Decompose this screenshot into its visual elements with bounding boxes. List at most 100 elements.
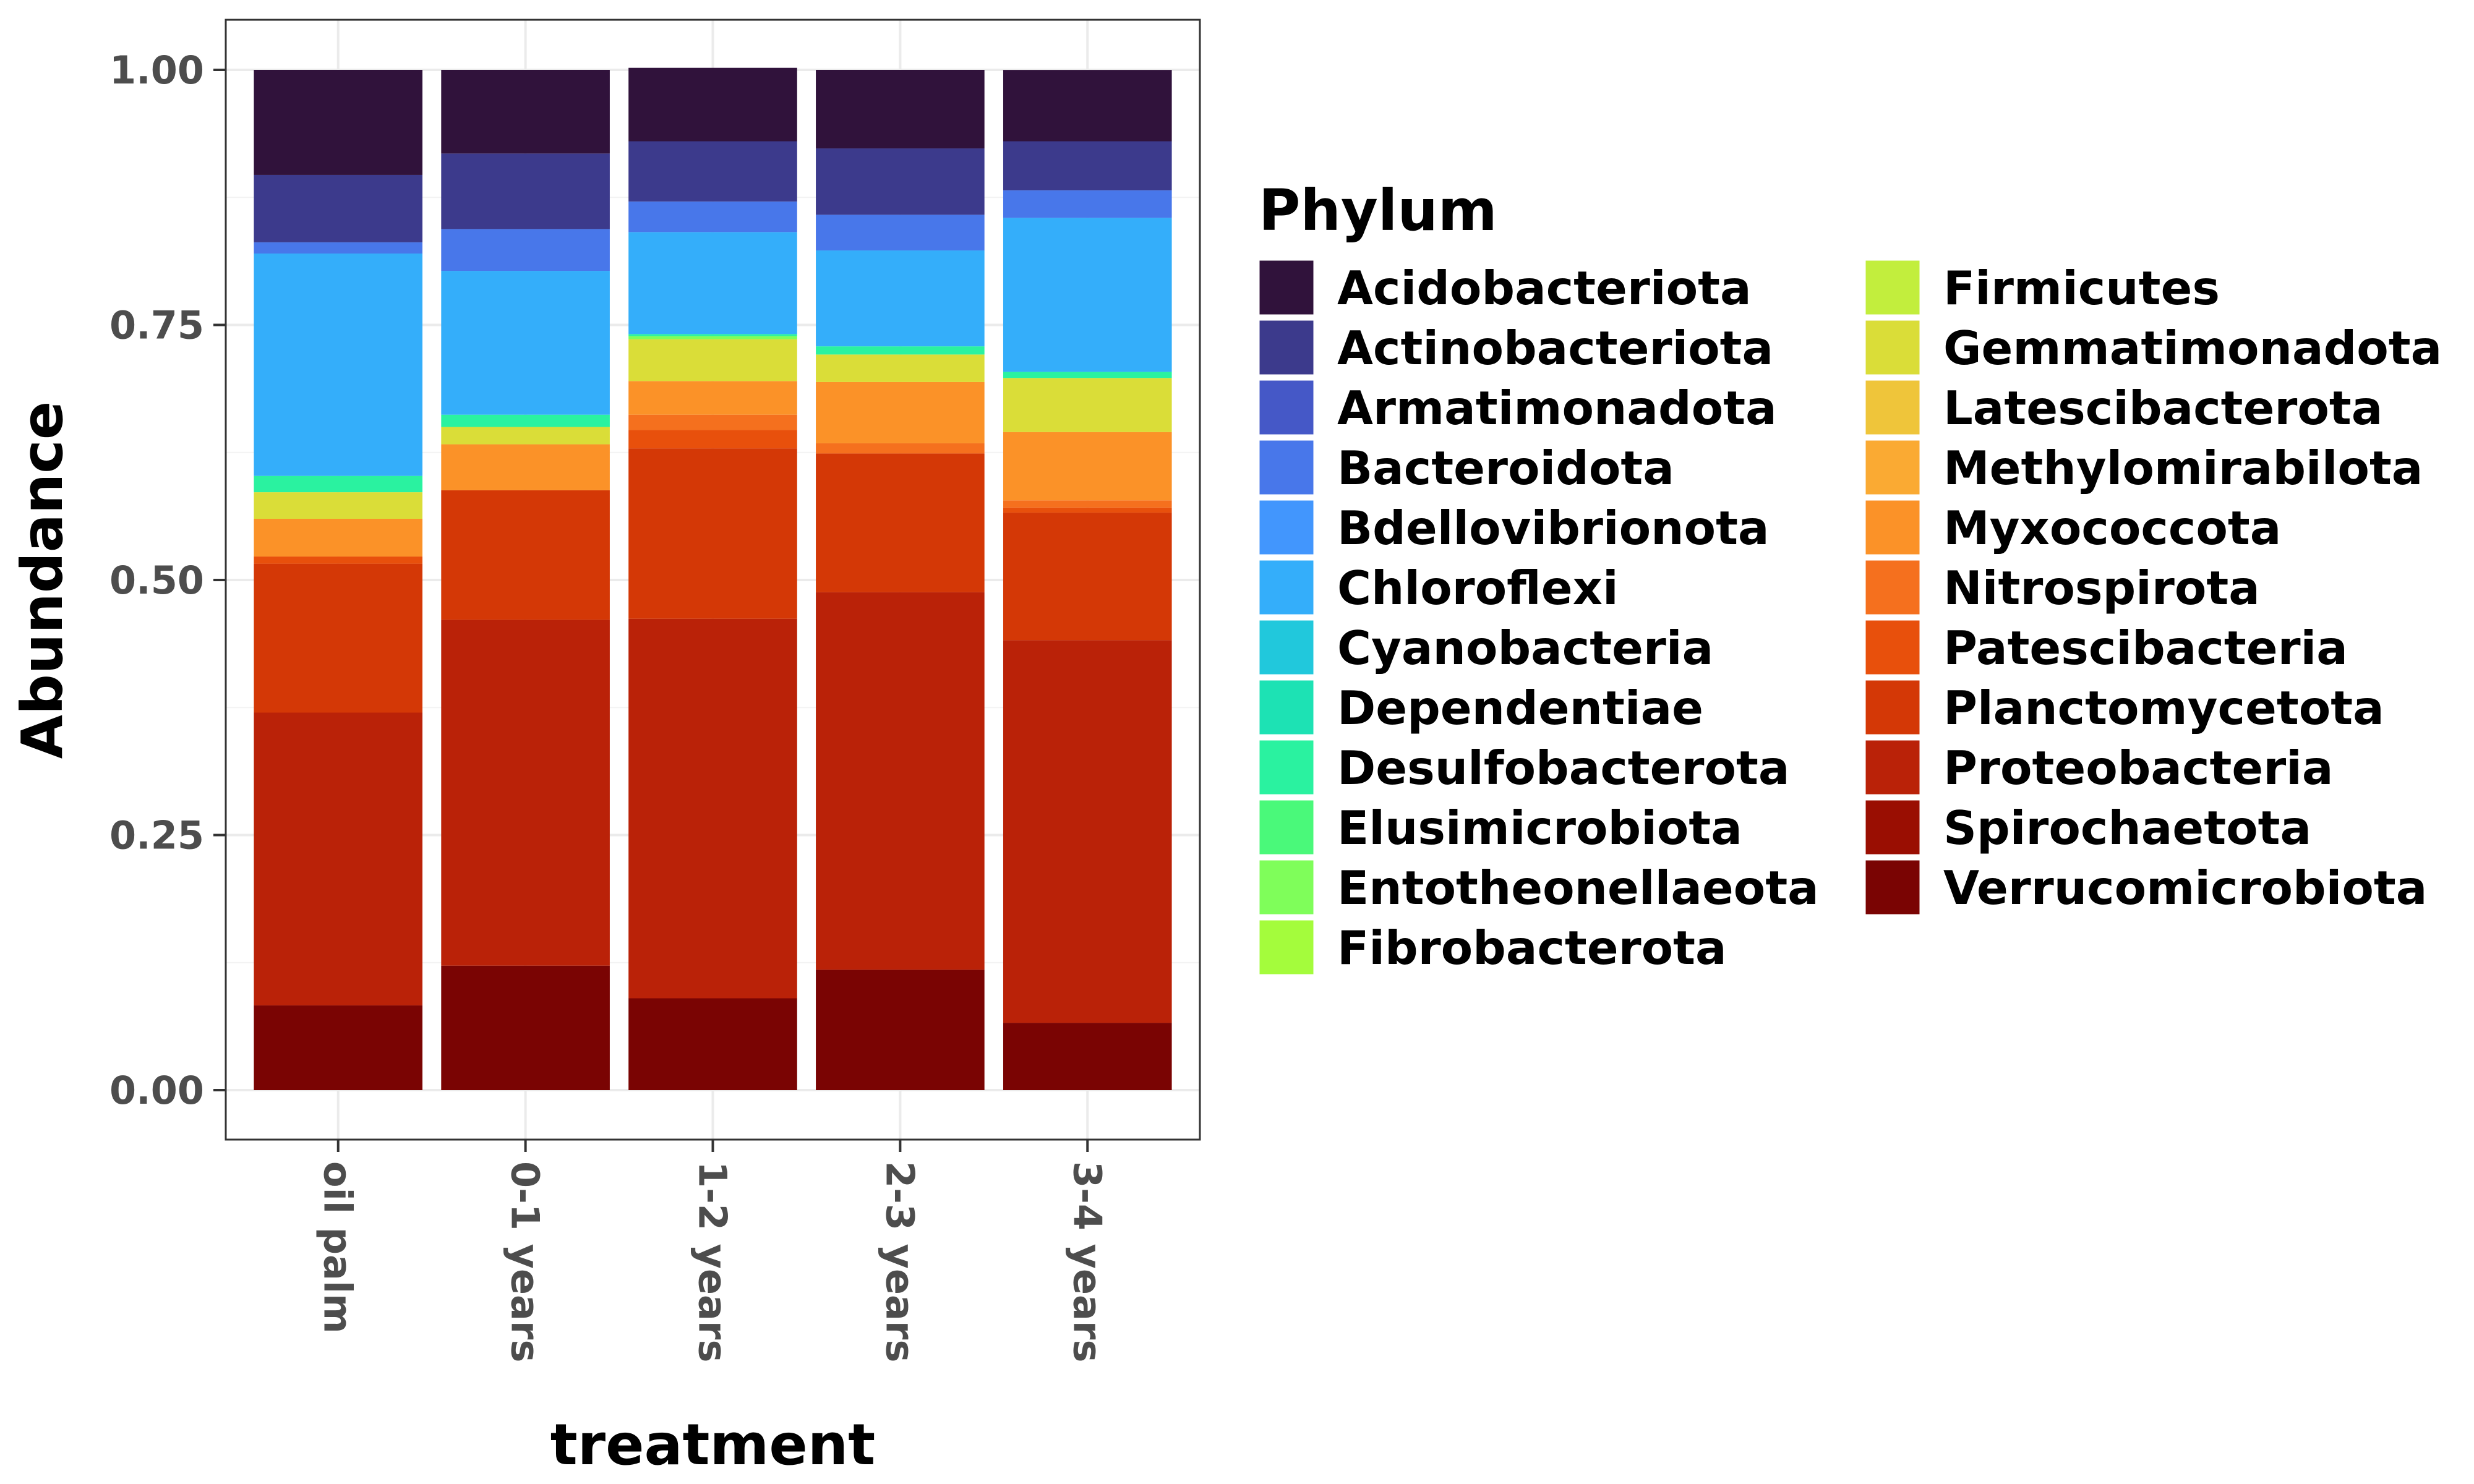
legend-key (1864, 558, 1922, 616)
legend-label: Desulfobacterota (1337, 741, 1789, 795)
bar-segment-planctomycetota (441, 490, 610, 620)
bar-segment-gemmatimonadota (628, 339, 797, 382)
bar-segment-patescibacteria (628, 430, 797, 449)
legend-label: Acidobacteriota (1337, 261, 1752, 315)
x-tick-label: 3-4 years (1064, 1161, 1110, 1362)
legend-label: Patescibacteria (1943, 621, 2348, 675)
bar-segment-planctomycetota (816, 453, 985, 592)
bar-segment-chloroflexi (1003, 218, 1172, 372)
legend-label: Bdellovibrionota (1337, 501, 1770, 555)
legend-key (1864, 378, 1922, 437)
bar-segment-acidobacteriota (441, 70, 610, 154)
x-tick-label: 2-3 years (877, 1161, 922, 1362)
legend-key (1864, 738, 1922, 796)
legend-label: Latescibacterota (1943, 381, 2382, 435)
bar-segment-myxococcota (441, 444, 610, 490)
bar-segment-verrucomicrobiota (816, 970, 985, 1090)
bar-segment-bacteroidota (628, 201, 797, 232)
y-axis: 0.00 0.25 0.50 0.75 1.00 (109, 48, 226, 1113)
bar-segment-chloroflexi (628, 232, 797, 335)
bar-segment-nitrospirota (628, 414, 797, 430)
x-tick-label: 1-2 years (690, 1161, 735, 1362)
legend-key (1257, 798, 1316, 856)
y-tick-label: 0.25 (109, 813, 204, 858)
legend-key (1864, 618, 1922, 676)
bar-segment-actinobacteriota (1003, 141, 1172, 190)
bar-segment-acidobacteriota (1003, 70, 1172, 142)
bar-segment-actinobacteriota (441, 153, 610, 229)
legend-key (1257, 618, 1316, 676)
bar-segment-entotheonellaeota (628, 336, 797, 339)
legend-label: Proteobacteria (1943, 741, 2334, 795)
bar-segment-gemmatimonadota (254, 492, 423, 519)
legend-label: Chloroflexi (1337, 561, 1619, 615)
bar-segment-actinobacteriota (628, 141, 797, 202)
bar-segment-gemmatimonadota (1003, 378, 1172, 432)
legend-key (1257, 678, 1316, 736)
bar-segment-acidobacteriota (254, 70, 423, 175)
legend-key (1864, 318, 1922, 377)
legend-label: Cyanobacteria (1337, 621, 1713, 675)
bar-segment-myxococcota (254, 519, 423, 557)
bar-segment-chloroflexi (816, 250, 985, 347)
bar-segment-gemmatimonadota (816, 354, 985, 382)
legend-key (1864, 438, 1922, 497)
legend-key (1257, 378, 1316, 437)
legend-label: Entotheonellaeota (1337, 861, 1819, 915)
legend-label: Bacteroidota (1337, 441, 1674, 495)
y-axis-title: Abundance (9, 401, 75, 759)
bar-segment-proteobacteria (816, 592, 985, 970)
legend-key (1257, 318, 1316, 377)
bar-segment-bacteroidota (1003, 190, 1172, 218)
bar-segment-planctomycetota (1003, 513, 1172, 641)
bar-segment-acidobacteriota (1003, 70, 1172, 71)
bar-segment-desulfobacterota (254, 475, 423, 493)
legend-label: Methylomirabilota (1943, 441, 2423, 495)
legend-label: Spirochaetota (1943, 801, 2311, 855)
legend-key (1864, 798, 1922, 856)
legend-key (1257, 438, 1316, 497)
legend-key (1864, 858, 1922, 916)
legend-key (1864, 678, 1922, 736)
legend-key (1864, 258, 1922, 317)
bar-segment-gemmatimonadota (441, 427, 610, 445)
legend-key (1864, 498, 1922, 556)
legend-label: Myxococcota (1943, 501, 2281, 555)
bar-segment-acidobacteriota (816, 70, 985, 149)
bar-segment-planctomycetota (628, 448, 797, 619)
bar-segment-desulfobacterota (1003, 372, 1172, 378)
legend: Phylum Acidobacteriota Actinobacteriota Ar… (1257, 177, 2442, 976)
legend-label: Verrucomicrobiota (1943, 861, 2427, 915)
legend-label: Gemmatimonadota (1943, 321, 2442, 375)
bar-segment-bacteroidota (816, 215, 985, 251)
legend-key (1257, 918, 1316, 976)
legend-key (1257, 738, 1316, 796)
bar-segment-bacteroidota (254, 242, 423, 254)
bar-segment-desulfobacterota (816, 346, 985, 355)
legend-key (1257, 858, 1316, 916)
legend-label: Actinobacteriota (1337, 321, 1773, 375)
bars (254, 67, 1172, 1090)
bar-segment-patescibacteria (1003, 507, 1172, 513)
legend-label: Elusimicrobiota (1337, 801, 1742, 855)
y-tick-label: 0.00 (109, 1068, 204, 1113)
bar-segment-nitrospirota (816, 443, 985, 454)
bar-segment-proteobacteria (254, 712, 423, 1006)
bar-segment-acidobacteriota (628, 67, 797, 142)
y-tick-label: 0.75 (109, 303, 204, 348)
legend-label: Planctomycetota (1943, 681, 2384, 735)
legend-label: Dependentiae (1337, 681, 1703, 735)
bar-segment-planctomycetota (254, 563, 423, 713)
bar-segment-myxococcota (816, 382, 985, 443)
x-axis-title: treatment (550, 1412, 876, 1478)
legend-label: Fibrobacterota (1337, 921, 1727, 975)
bar-segment-desulfobacterota (628, 334, 797, 336)
x-axis: oil palm 0-1 years 1-2 years 2-3 years 3-4 y… (315, 1140, 1110, 1362)
bar-segment-myxococcota (1003, 432, 1172, 501)
y-tick-label: 0.50 (109, 558, 204, 603)
legend-label: Armatimonadota (1337, 381, 1777, 435)
bar-segment-nitrospirota (1003, 500, 1172, 508)
bar-segment-desulfobacterota (441, 414, 610, 427)
bar-segment-chloroflexi (254, 254, 423, 476)
